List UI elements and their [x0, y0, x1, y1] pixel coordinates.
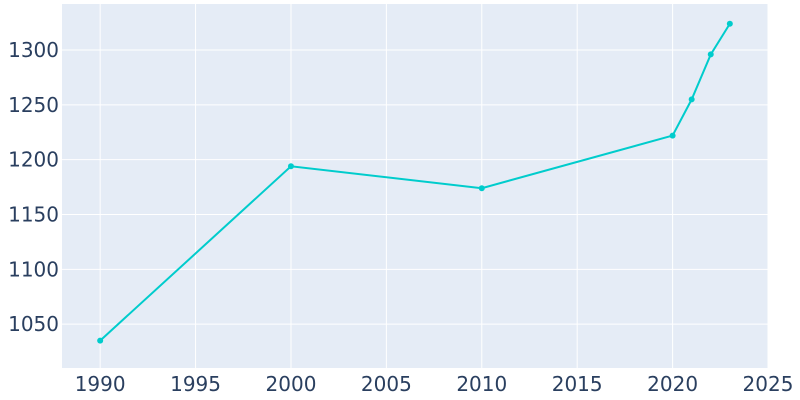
y-tick-label-1250: 1250 [8, 93, 59, 117]
data-point-2022 [707, 51, 714, 58]
data-point-2021 [688, 96, 695, 103]
x-tick-label-2025: 2025 [743, 372, 794, 396]
plot-area [62, 4, 768, 368]
data-point-2020 [669, 132, 676, 139]
y-tick-label-1150: 1150 [8, 203, 59, 227]
gridlines [62, 4, 769, 368]
y-tick-label-1300: 1300 [8, 38, 59, 62]
series-layer [97, 20, 733, 344]
x-tick-label-1990: 1990 [75, 372, 126, 396]
y-tick-label-1050: 1050 [8, 312, 59, 336]
x-tick-label-2010: 2010 [456, 372, 507, 396]
x-tick-label-2015: 2015 [552, 372, 603, 396]
data-point-2000 [287, 163, 294, 170]
data-point-1990 [97, 337, 104, 344]
y-tick-label-1200: 1200 [8, 148, 59, 172]
x-tick-label-2000: 2000 [266, 372, 317, 396]
x-tick-label-1995: 1995 [170, 372, 221, 396]
y-tick-label-1100: 1100 [8, 257, 59, 281]
x-tick-label-2020: 2020 [647, 372, 698, 396]
y-axis-tick-labels: 1050 1100 1150 1200 1250 1300 [8, 38, 59, 336]
data-point-2010 [478, 185, 485, 192]
data-point-2023 [726, 20, 733, 27]
x-axis-tick-labels: 1990 1995 2000 2005 2010 2015 2020 2025 [75, 372, 794, 396]
x-tick-label-2005: 2005 [361, 372, 412, 396]
